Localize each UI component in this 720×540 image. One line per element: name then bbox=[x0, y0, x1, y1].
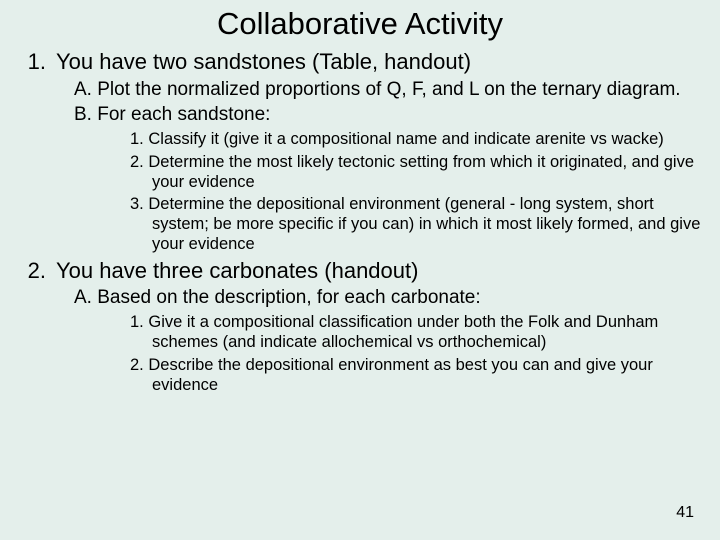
list-text: You have two sandstones (Table, handout) bbox=[56, 49, 471, 74]
list-text: Give it a compositional classification u… bbox=[148, 313, 658, 351]
list-number: 1. bbox=[130, 130, 144, 148]
list-item: 1. Give it a compositional classificatio… bbox=[40, 313, 702, 353]
slide-body: 1. You have two sandstones (Table, handou… bbox=[0, 48, 720, 395]
list-item: A. Plot the normalized proportions of Q,… bbox=[40, 79, 702, 102]
list-item: 1. Classify it (give it a compositional … bbox=[40, 130, 702, 150]
list-item: A. Based on the description, for each ca… bbox=[40, 287, 702, 310]
list-text: Plot the normalized proportions of Q, F,… bbox=[97, 79, 680, 100]
list-text: For each sandstone: bbox=[97, 104, 270, 125]
list-item: 1. You have two sandstones (Table, handou… bbox=[18, 48, 702, 76]
list-number: A. bbox=[74, 287, 92, 308]
list-item: B. For each sandstone: bbox=[40, 104, 702, 127]
list-text: Determine the depositional environment (… bbox=[148, 195, 700, 253]
list-text: Describe the depositional environment as… bbox=[148, 356, 652, 394]
list-number: 2. bbox=[130, 356, 144, 374]
list-item: 2. Determine the most likely tectonic se… bbox=[40, 153, 702, 193]
list-number: 1. bbox=[130, 313, 144, 331]
list-number: 2. bbox=[130, 153, 144, 171]
list-number: 2. bbox=[18, 257, 46, 285]
slide-title: Collaborative Activity bbox=[0, 0, 720, 46]
list-item: 2. Describe the depositional environment… bbox=[40, 356, 702, 396]
list-number: 3. bbox=[130, 195, 144, 213]
list-text: You have three carbonates (handout) bbox=[56, 258, 418, 283]
list-text: Determine the most likely tectonic setti… bbox=[148, 153, 694, 191]
list-item: 2. You have three carbonates (handout) bbox=[18, 257, 702, 285]
list-text: Based on the description, for each carbo… bbox=[97, 287, 480, 308]
list-number: 1. bbox=[18, 48, 46, 76]
list-item: 3. Determine the depositional environmen… bbox=[40, 195, 702, 254]
list-text: Classify it (give it a compositional nam… bbox=[148, 130, 663, 148]
list-number: A. bbox=[74, 79, 92, 100]
list-number: B. bbox=[74, 104, 92, 125]
page-number: 41 bbox=[676, 504, 694, 522]
